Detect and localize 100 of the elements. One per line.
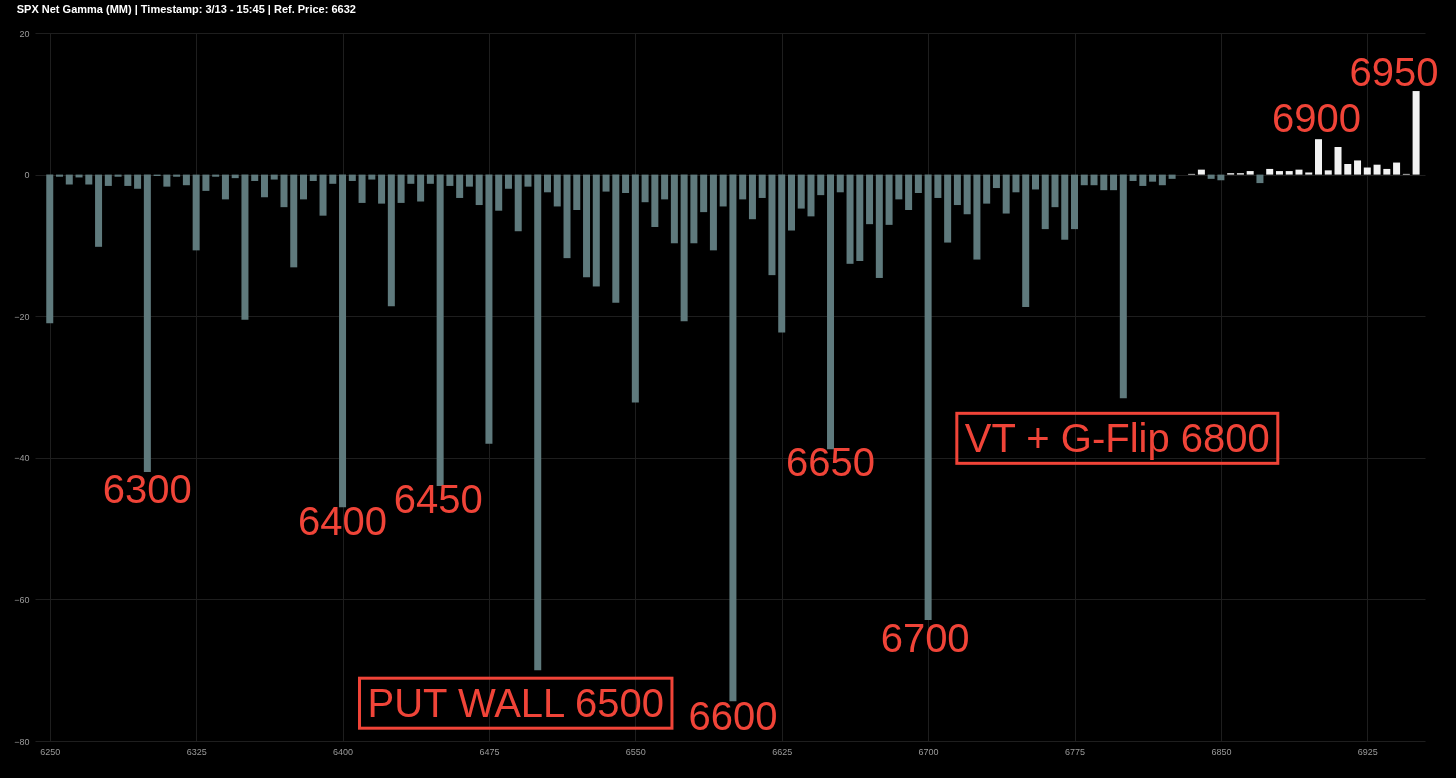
annotation: VT + G-Flip 6800 xyxy=(964,416,1270,461)
y-tick-label: −40 xyxy=(14,453,30,464)
bar xyxy=(368,174,376,180)
bar xyxy=(944,174,952,243)
x-tick-label: 6775 xyxy=(1065,746,1086,757)
bar xyxy=(866,174,874,225)
annotation: 6900 xyxy=(1272,96,1361,141)
bar xyxy=(1334,146,1342,175)
bar xyxy=(1315,139,1322,175)
bar xyxy=(1022,174,1030,307)
bar xyxy=(1275,171,1283,175)
bar xyxy=(260,174,268,198)
bar xyxy=(1197,169,1205,175)
y-tick-label: −60 xyxy=(14,594,30,605)
annotation: 6450 xyxy=(393,477,483,522)
bar xyxy=(924,174,932,620)
bar xyxy=(221,174,229,200)
bar xyxy=(397,174,405,203)
bar xyxy=(631,174,639,403)
bar xyxy=(817,174,825,196)
bar xyxy=(1295,169,1303,175)
bar xyxy=(1139,174,1147,186)
bar xyxy=(807,174,815,217)
bar xyxy=(622,174,630,194)
x-tick-label: 6250 xyxy=(40,746,61,757)
bar xyxy=(495,174,503,211)
bar xyxy=(963,174,971,215)
annotation: 6400 xyxy=(298,499,388,544)
bar xyxy=(202,174,210,191)
bar xyxy=(846,174,854,264)
bar xyxy=(1246,171,1254,175)
bar xyxy=(1207,174,1215,179)
bar xyxy=(748,174,756,220)
bar xyxy=(1061,174,1069,240)
bar xyxy=(358,174,366,203)
bar xyxy=(485,174,493,444)
bar xyxy=(1129,174,1137,181)
bar xyxy=(1305,172,1313,175)
bar xyxy=(768,174,776,276)
bar xyxy=(661,174,669,200)
annotation: 6300 xyxy=(102,466,192,511)
x-tick-label: 6700 xyxy=(918,746,939,757)
bar xyxy=(378,174,386,204)
bar xyxy=(563,174,571,259)
bar xyxy=(680,174,688,322)
bar xyxy=(709,174,717,251)
bar xyxy=(1031,174,1039,190)
bar xyxy=(573,174,581,210)
bar xyxy=(690,174,698,244)
bar xyxy=(1168,174,1176,179)
x-tick-label: 6550 xyxy=(625,746,646,757)
bar xyxy=(787,174,795,231)
bar xyxy=(134,174,142,189)
bar xyxy=(104,174,112,186)
bar xyxy=(905,174,913,210)
x-tick-label: 6475 xyxy=(479,746,500,757)
bar xyxy=(1354,160,1362,175)
bar xyxy=(524,174,532,187)
bar xyxy=(973,174,981,260)
bar xyxy=(1285,171,1293,175)
bar xyxy=(241,174,249,320)
x-tick-label: 6850 xyxy=(1211,746,1232,757)
bar xyxy=(1158,174,1166,186)
bar xyxy=(778,174,786,333)
bar xyxy=(436,174,444,487)
bar xyxy=(1373,164,1381,175)
x-tick-label: 6400 xyxy=(333,746,354,757)
bar xyxy=(1051,174,1059,208)
bar xyxy=(895,174,903,200)
bar xyxy=(553,174,561,207)
y-tick-label: 0 xyxy=(24,170,30,181)
bar xyxy=(1080,174,1088,186)
bar xyxy=(729,174,737,702)
bar xyxy=(329,174,337,184)
bar xyxy=(504,174,512,189)
annotation: 6650 xyxy=(786,440,876,485)
bar xyxy=(56,174,64,177)
bar xyxy=(934,174,942,198)
bar xyxy=(192,174,200,251)
bar xyxy=(651,174,659,227)
bar xyxy=(1110,174,1118,191)
y-tick-label: 20 xyxy=(19,28,30,39)
bar xyxy=(1090,174,1098,186)
bar xyxy=(65,174,73,185)
bar xyxy=(387,174,395,307)
bar xyxy=(46,174,54,324)
bar xyxy=(85,174,93,185)
bar xyxy=(592,174,600,287)
bar xyxy=(407,174,415,184)
bar xyxy=(719,174,727,207)
bar xyxy=(1256,174,1264,184)
bar xyxy=(1041,174,1049,230)
bar xyxy=(836,174,844,193)
bar xyxy=(1383,168,1391,175)
bar xyxy=(300,174,308,200)
bar xyxy=(465,174,473,187)
bar xyxy=(612,174,620,303)
y-tick-label: −20 xyxy=(14,311,30,322)
bar xyxy=(319,174,327,216)
bar xyxy=(426,174,434,184)
